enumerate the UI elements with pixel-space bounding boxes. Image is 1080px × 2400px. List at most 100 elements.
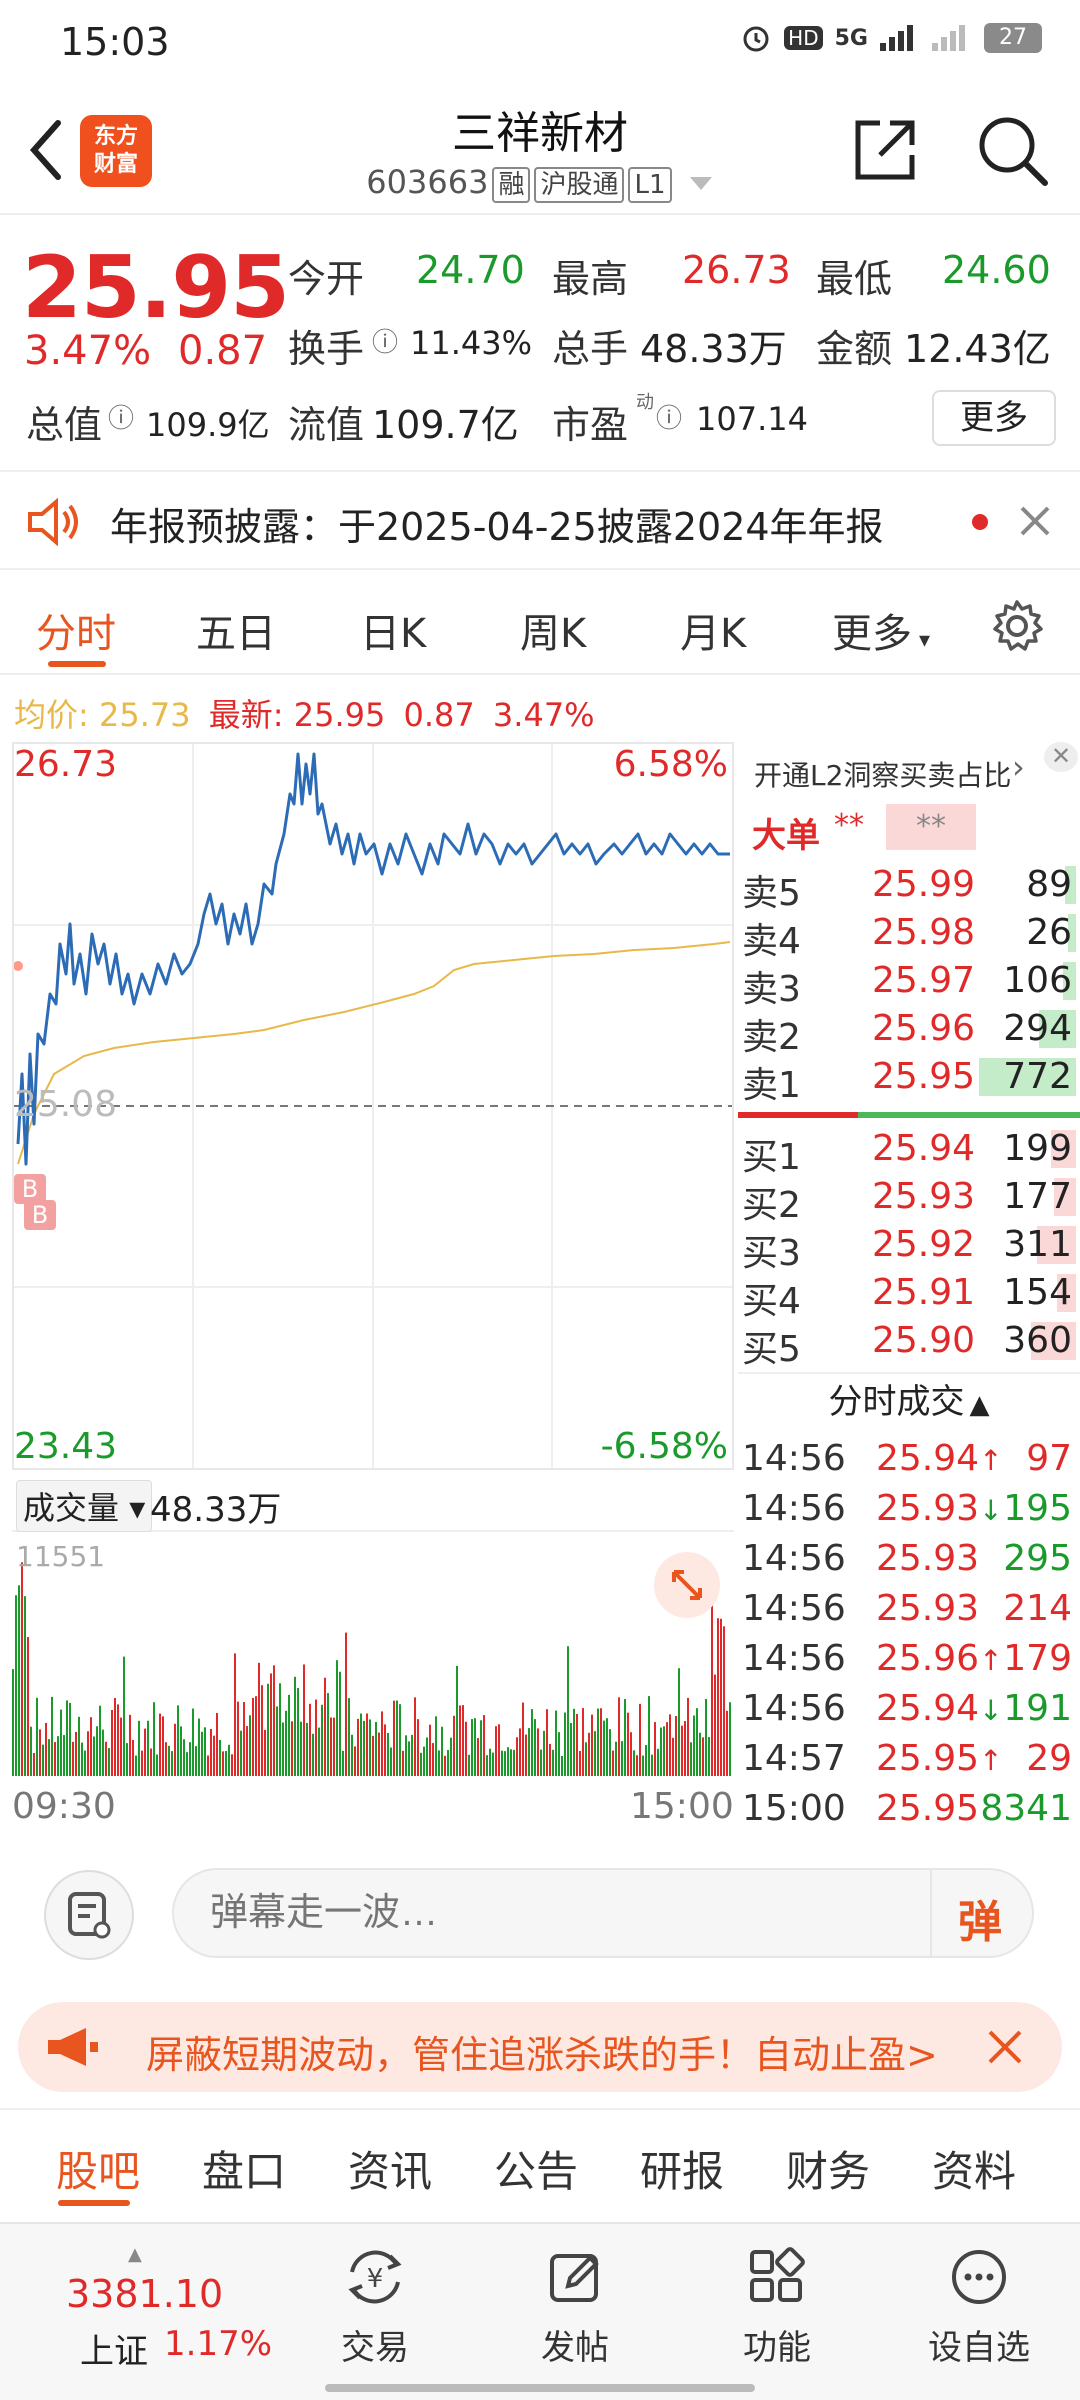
- volume-bar: [525, 1734, 527, 1776]
- ask-row[interactable]: 卖5 25.99 89: [738, 860, 1080, 914]
- tab-intraday[interactable]: 分时: [36, 611, 116, 657]
- volume-bar: [633, 1750, 635, 1776]
- comment-input-box[interactable]: 弹: [172, 1868, 1034, 1958]
- announcement-text[interactable]: 年报预披露：于2025-04-25披露2024年年报: [110, 505, 884, 549]
- danmu-button[interactable]: 弹: [930, 1870, 1034, 1956]
- trade-price: 25.96↑: [876, 1638, 1003, 1679]
- l2-promo[interactable]: 开通L2洞察买卖占比 › ✕: [738, 742, 1080, 798]
- info-icon[interactable]: ⓘ: [372, 328, 399, 358]
- last-value: 25.95: [293, 696, 386, 734]
- time-end: 15:00: [630, 1786, 734, 1827]
- close-icon[interactable]: [986, 2028, 1024, 2066]
- nav-watchlist[interactable]: 设自选: [904, 2242, 1054, 2369]
- tab-market-depth[interactable]: 盘口: [202, 2147, 287, 2196]
- intraday-chart[interactable]: 26.73 6.58% 25.08 23.43 -6.58% B B: [12, 742, 734, 1470]
- danmu-input[interactable]: [210, 1892, 910, 1935]
- ask-price: 25.97: [872, 960, 976, 1001]
- volume-bar: [486, 1755, 488, 1776]
- caret-up-icon: ▲: [128, 2244, 142, 2265]
- volume-bar: [327, 1693, 329, 1776]
- tab-more[interactable]: 更多 ▾: [832, 611, 931, 657]
- tab-monthly-k[interactable]: 月K: [680, 611, 747, 657]
- volume-bar: [645, 1745, 647, 1776]
- back-icon[interactable]: [22, 115, 72, 185]
- tab-five-day[interactable]: 五日: [196, 611, 276, 657]
- tab-weekly-k[interactable]: 周K: [520, 611, 587, 657]
- bid-row[interactable]: 买4 25.91 154: [738, 1268, 1080, 1322]
- info-icon[interactable]: ⓘ: [656, 404, 683, 434]
- volume-bar: [57, 1736, 59, 1776]
- volume-bar: [207, 1755, 209, 1776]
- close-icon[interactable]: ✕: [1044, 742, 1078, 772]
- tab-news[interactable]: 资讯: [348, 2147, 433, 2196]
- volume-bar: [30, 1726, 32, 1776]
- tab-profile[interactable]: 资料: [932, 2147, 1017, 2196]
- volume-chart[interactable]: 11551: [12, 1532, 734, 1776]
- volume-bar: [720, 1618, 722, 1776]
- trades-header[interactable]: 分时成交 ▲: [738, 1372, 1080, 1428]
- volume-bar: [159, 1713, 161, 1776]
- index-widget[interactable]: ▲ 3381.10 上证 1.17%: [44, 2244, 272, 2374]
- share-icon[interactable]: [850, 115, 920, 185]
- dropdown-icon[interactable]: [688, 175, 714, 193]
- volume-bar: [582, 1708, 584, 1776]
- tab-notices[interactable]: 公告: [494, 2147, 579, 2196]
- volume-bar: [78, 1716, 80, 1776]
- volume-bar: [99, 1705, 101, 1776]
- bid-row[interactable]: 买3 25.92 311: [738, 1220, 1080, 1274]
- ask-vol: 89: [1026, 864, 1072, 905]
- bid-row[interactable]: 买2 25.93 177: [738, 1172, 1080, 1226]
- nav-post[interactable]: 发帖: [500, 2242, 650, 2369]
- trade-row: 14:56 25.93 214: [738, 1584, 1080, 1634]
- info-icon[interactable]: ⓘ: [108, 404, 135, 434]
- ask-label: 卖5: [742, 873, 801, 914]
- trade-time: 14:56: [742, 1438, 846, 1479]
- volume-bar: [279, 1683, 281, 1776]
- announcement-bar[interactable]: 年报预披露：于2025-04-25披露2024年年报: [0, 470, 1080, 570]
- ask-row[interactable]: 卖1 25.95 772: [738, 1052, 1080, 1106]
- volume-bar: [726, 1710, 728, 1776]
- promo-text[interactable]: 屏蔽短期波动，管住追涨杀跌的手！自动止盈>: [146, 2033, 938, 2077]
- volume-selector[interactable]: 成交量 ▾: [16, 1480, 153, 1532]
- expand-icon[interactable]: [654, 1552, 720, 1618]
- tab-finance[interactable]: 财务: [786, 2147, 871, 2196]
- volume-bar: [729, 1702, 731, 1776]
- close-icon[interactable]: [1018, 504, 1052, 538]
- more-button[interactable]: 更多: [932, 390, 1056, 446]
- volume-value: 48.33万: [640, 327, 787, 371]
- volume-bar: [693, 1715, 695, 1776]
- volume-bar: [180, 1726, 182, 1776]
- buy-marker[interactable]: B: [14, 1174, 46, 1204]
- bid-row[interactable]: 买1 25.94 199: [738, 1124, 1080, 1178]
- post-list-icon[interactable]: [44, 1870, 134, 1960]
- bid-row[interactable]: 买5 25.90 360: [738, 1316, 1080, 1370]
- nav-functions[interactable]: 功能: [702, 2242, 852, 2369]
- promo-banner[interactable]: 屏蔽短期波动，管住追涨杀跌的手！自动止盈>: [18, 2002, 1062, 2092]
- tab-forum[interactable]: 股吧: [56, 2147, 141, 2196]
- search-icon[interactable]: [975, 113, 1050, 188]
- last-change: 0.87: [403, 696, 475, 734]
- stock-sub[interactable]: 603663 融沪股通 L1: [0, 163, 1080, 203]
- change-percent: 3.47%: [24, 328, 152, 374]
- trade-time: 14:57: [742, 1738, 846, 1779]
- ask-row[interactable]: 卖4 25.98 26: [738, 908, 1080, 962]
- buy-marker[interactable]: B: [24, 1200, 56, 1230]
- bid-vol: 154: [1003, 1272, 1072, 1313]
- nav-trade[interactable]: ¥ 交易: [300, 2242, 450, 2369]
- ask-label: 卖3: [742, 969, 801, 1010]
- ask-row[interactable]: 卖3 25.97 106: [738, 956, 1080, 1010]
- volume-bar: [36, 1697, 38, 1776]
- volume-bar: [339, 1671, 341, 1776]
- turnover-label: 换手: [288, 327, 365, 371]
- unread-dot: [972, 514, 988, 530]
- bid-price: 25.93: [872, 1176, 976, 1217]
- volume-bar: [513, 1749, 515, 1776]
- tab-research[interactable]: 研报: [640, 2147, 725, 2196]
- volume-bar: [45, 1722, 47, 1776]
- ask-row[interactable]: 卖2 25.96 294: [738, 1004, 1080, 1058]
- home-indicator[interactable]: [325, 2384, 755, 2392]
- volume-bar: [657, 1748, 659, 1776]
- settings-icon[interactable]: [990, 599, 1044, 653]
- tab-daily-k[interactable]: 日K: [360, 611, 427, 657]
- ask-volume-bar: [1065, 866, 1076, 904]
